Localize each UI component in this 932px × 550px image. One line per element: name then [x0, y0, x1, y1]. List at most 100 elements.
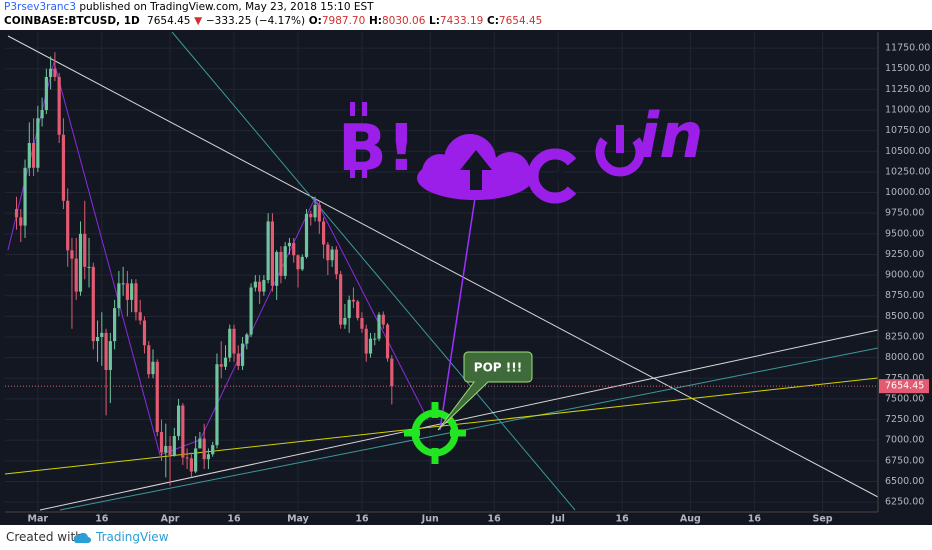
y-tick-label: 8750.00 [885, 290, 924, 301]
change: −333.25 (−4.17%) [205, 15, 306, 27]
published: published on TradingView.com, May 23, 20… [79, 1, 374, 13]
logo: B! in [338, 99, 703, 204]
y-tick-label: 8500.00 [885, 311, 924, 322]
quote-value: 7433.19 [439, 15, 484, 27]
candle-body [78, 233, 83, 292]
logo-c [527, 148, 577, 204]
quote-value: 7987.70 [321, 15, 366, 27]
candle-body [351, 299, 356, 302]
x-tick-label: 16 [615, 514, 629, 525]
candle-body [266, 221, 270, 281]
y-tick-label: 7750.00 [885, 373, 924, 384]
candle-body [211, 445, 215, 455]
trend-line [39, 329, 879, 511]
y-tick-label: 10500.00 [885, 146, 930, 157]
candle-body [189, 458, 193, 472]
candle-body [356, 301, 360, 319]
x-tick-label: 16 [227, 514, 241, 525]
quote-label: C: [487, 15, 499, 27]
candle-body [36, 118, 40, 168]
author[interactable]: P3rsev3ranc3 [4, 1, 77, 13]
brand-icon [73, 532, 91, 543]
candle-body [121, 283, 125, 285]
candle-body [381, 314, 385, 325]
candle-body [249, 287, 253, 335]
candle-body [155, 361, 159, 432]
candle-body [27, 143, 31, 168]
candle-body [202, 438, 206, 460]
candle-body [206, 454, 211, 460]
y-tick-label: 11750.00 [885, 43, 930, 54]
candle-body [147, 345, 151, 375]
candle-body [74, 258, 78, 292]
candle-body [40, 110, 44, 119]
candle-body [296, 255, 300, 270]
y-tick-label: 6750.00 [885, 455, 924, 466]
y-tick-label: 7000.00 [885, 435, 924, 446]
x-tick-label: Jul [550, 514, 565, 525]
candle-body [125, 283, 129, 300]
x-tick-label: 16 [95, 514, 109, 525]
candle-body [138, 312, 142, 321]
logo-stroke [362, 166, 367, 178]
candle-body [373, 338, 377, 340]
candle-body [185, 457, 189, 459]
callout: POP !!! [437, 351, 533, 431]
candle-body [44, 76, 48, 111]
y-tick-label: 10250.00 [885, 166, 930, 177]
price-tag [879, 379, 929, 394]
brand[interactable]: TradingView [96, 530, 169, 544]
candle-body [113, 308, 117, 342]
y-tick-label: 6500.00 [885, 476, 924, 487]
candle-body [275, 251, 279, 286]
candle-body [236, 353, 240, 366]
candle-body [168, 445, 172, 456]
candle-body [159, 431, 164, 453]
candle-body [228, 328, 232, 358]
candle-body [270, 221, 275, 286]
y-tick-label: 9000.00 [885, 270, 924, 281]
last: 7654.45 [147, 15, 191, 27]
y-tick-label: 11500.00 [885, 63, 930, 74]
candle-body [194, 448, 198, 472]
power-icon [616, 125, 624, 153]
header: P3rsev3ranc3 published on TradingView.co… [4, 0, 928, 30]
candle-body [262, 280, 266, 292]
logo-stroke [350, 166, 355, 178]
candle-body [240, 343, 245, 366]
symbol: COINBASE:BTCUSD, 1D [4, 15, 140, 27]
candle-body [83, 233, 87, 267]
candle-body [31, 143, 36, 168]
y-tick-label: 7500.00 [885, 393, 924, 404]
candle-body [364, 328, 368, 354]
quote-label: O: [308, 15, 322, 27]
pointer-line [439, 197, 476, 431]
candle-body [339, 274, 343, 325]
candle-body [130, 283, 134, 300]
x-tick-label: Jun [421, 514, 439, 525]
byline: P3rsev3ranc3 published on TradingView.co… [4, 0, 928, 14]
candle-body [309, 214, 313, 218]
power-icon [595, 137, 645, 177]
x-tick-label: 16 [355, 514, 369, 525]
candle-body [343, 318, 347, 325]
candle-body [330, 249, 334, 261]
x-tick-label: May [287, 514, 310, 525]
candle-body [390, 358, 394, 387]
candle-body [245, 334, 249, 344]
x-tick-label: 16 [488, 514, 502, 525]
candle-body [377, 314, 381, 339]
candle-body [53, 68, 57, 77]
y-tick-label: 7250.00 [885, 414, 924, 425]
trend-line [171, 31, 576, 511]
candle-body [279, 251, 283, 276]
brand-cloud [73, 532, 91, 543]
candle-body [368, 338, 373, 354]
candle-body [151, 361, 155, 375]
cloud-arrow [460, 150, 492, 190]
candle-body [49, 68, 53, 77]
candle-body [95, 337, 100, 342]
candle-body [313, 204, 317, 218]
logo-stroke [362, 102, 367, 116]
